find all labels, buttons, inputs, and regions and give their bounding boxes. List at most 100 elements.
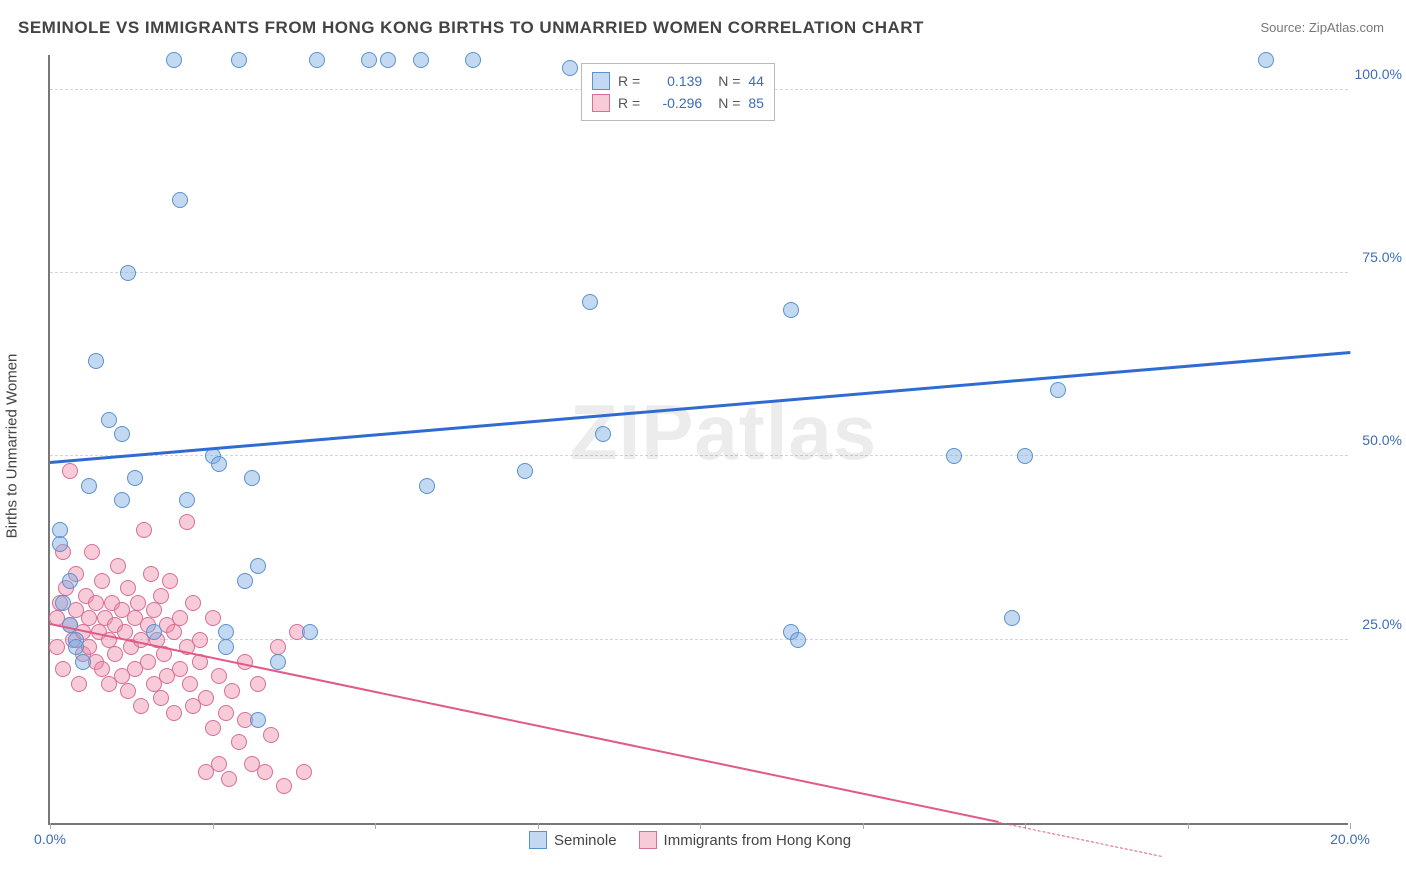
scatter-point-hongkong (172, 610, 188, 626)
scatter-point-hongkong (205, 720, 221, 736)
scatter-point-hongkong (94, 573, 110, 589)
scatter-point-seminole (1050, 382, 1066, 398)
scatter-point-hongkong (88, 595, 104, 611)
x-tick-mark (1350, 823, 1351, 829)
legend-stat-row: R =0.139N =44 (592, 70, 764, 92)
scatter-point-seminole (562, 60, 578, 76)
trendline (999, 822, 1162, 857)
scatter-point-hongkong (224, 683, 240, 699)
scatter-point-seminole (68, 639, 84, 655)
scatter-point-hongkong (143, 566, 159, 582)
scatter-point-seminole (114, 492, 130, 508)
scatter-point-hongkong (179, 514, 195, 530)
stat-r-value: -0.296 (648, 95, 702, 111)
scatter-point-seminole (55, 595, 71, 611)
legend-label: Seminole (554, 832, 617, 849)
scatter-point-hongkong (49, 639, 65, 655)
x-tick-label: 0.0% (34, 831, 66, 847)
scatter-point-hongkong (257, 764, 273, 780)
stat-n-label: N = (718, 95, 740, 111)
chart-title: SEMINOLE VS IMMIGRANTS FROM HONG KONG BI… (18, 18, 924, 38)
scatter-point-hongkong (107, 646, 123, 662)
scatter-point-seminole (218, 639, 234, 655)
legend-swatch (592, 94, 610, 112)
legend-stats: R =0.139N =44R =-0.296N =85 (581, 63, 775, 121)
scatter-point-hongkong (140, 654, 156, 670)
scatter-point-hongkong (110, 558, 126, 574)
scatter-point-seminole (166, 52, 182, 68)
scatter-point-seminole (582, 294, 598, 310)
legend-label: Immigrants from Hong Kong (664, 832, 852, 849)
scatter-point-hongkong (71, 676, 87, 692)
gridline (50, 272, 1348, 273)
scatter-point-seminole (595, 426, 611, 442)
scatter-point-seminole (783, 302, 799, 318)
legend-bottom: Seminole Immigrants from Hong Kong (529, 831, 851, 849)
stat-n-label: N = (718, 73, 740, 89)
scatter-point-seminole (419, 478, 435, 494)
scatter-point-seminole (52, 536, 68, 552)
stat-n-value: 85 (748, 95, 764, 111)
scatter-point-hongkong (146, 602, 162, 618)
scatter-point-hongkong (153, 588, 169, 604)
scatter-point-seminole (517, 463, 533, 479)
scatter-point-seminole (75, 654, 91, 670)
scatter-point-hongkong (55, 661, 71, 677)
x-tick-label: 20.0% (1330, 831, 1370, 847)
stat-r-label: R = (618, 95, 640, 111)
scatter-point-seminole (81, 478, 97, 494)
scatter-point-seminole (62, 573, 78, 589)
scatter-point-seminole (790, 632, 806, 648)
y-axis-label: Births to Unmarried Women (4, 354, 21, 539)
gridline (50, 455, 1348, 456)
watermark: ZIPatlas (570, 387, 877, 478)
legend-stat-row: R = -0.296 N = 85 (592, 92, 764, 114)
scatter-point-hongkong (205, 610, 221, 626)
scatter-point-hongkong (221, 771, 237, 787)
scatter-point-seminole (179, 492, 195, 508)
scatter-point-seminole (52, 522, 68, 538)
gridline (50, 639, 1348, 640)
scatter-point-seminole (302, 624, 318, 640)
scatter-point-seminole (237, 573, 253, 589)
scatter-point-hongkong (153, 690, 169, 706)
scatter-point-seminole (250, 558, 266, 574)
trendline (50, 351, 1350, 463)
scatter-point-seminole (218, 624, 234, 640)
scatter-point-hongkong (130, 595, 146, 611)
stat-r-label: R = (618, 73, 640, 89)
scatter-point-seminole (101, 412, 117, 428)
stat-n-value: 44 (748, 73, 764, 89)
scatter-point-hongkong (218, 705, 234, 721)
scatter-point-hongkong (250, 676, 266, 692)
scatter-point-hongkong (81, 610, 97, 626)
scatter-point-hongkong (120, 580, 136, 596)
scatter-point-seminole (211, 456, 227, 472)
plot-area: 25.0%50.0%75.0%100.0%0.0%20.0%ZIPatlas (48, 55, 1348, 825)
scatter-point-hongkong (276, 778, 292, 794)
scatter-point-seminole (361, 52, 377, 68)
scatter-point-hongkong (133, 698, 149, 714)
scatter-point-hongkong (120, 683, 136, 699)
scatter-point-hongkong (172, 661, 188, 677)
scatter-point-hongkong (182, 676, 198, 692)
scatter-point-seminole (127, 470, 143, 486)
scatter-point-hongkong (166, 624, 182, 640)
y-tick-label: 25.0% (1362, 616, 1402, 632)
scatter-point-seminole (250, 712, 266, 728)
scatter-point-hongkong (211, 668, 227, 684)
scatter-point-hongkong (94, 661, 110, 677)
scatter-point-seminole (172, 192, 188, 208)
x-tick-mark (50, 823, 51, 829)
x-tick-mark (213, 823, 214, 829)
scatter-point-hongkong (296, 764, 312, 780)
scatter-point-seminole (244, 470, 260, 486)
scatter-point-seminole (1017, 448, 1033, 464)
scatter-point-seminole (413, 52, 429, 68)
legend-swatch (592, 72, 610, 90)
legend-swatch (529, 831, 547, 849)
y-tick-label: 50.0% (1362, 432, 1402, 448)
legend-swatch (639, 831, 657, 849)
source-label: Source: ZipAtlas.com (1260, 20, 1384, 35)
scatter-point-hongkong (62, 463, 78, 479)
